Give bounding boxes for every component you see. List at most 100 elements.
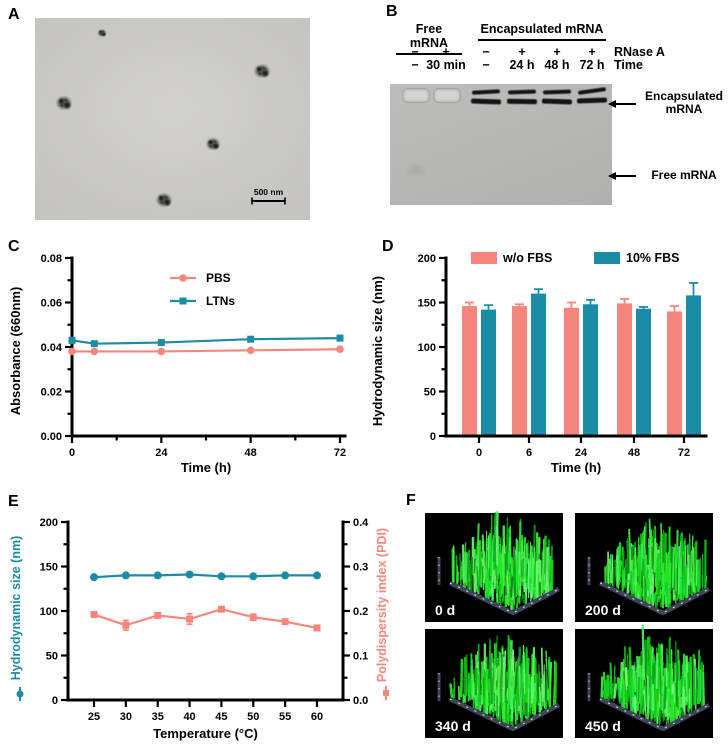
svg-text:500 nm: 500 nm [254,187,284,197]
chart-c-legend: PBS LTNs [170,271,235,308]
lane-symbol: + [588,45,596,59]
chart-d-series-0 [462,298,682,435]
gel-well [402,88,430,103]
lane-time: 30 min [426,58,466,72]
svg-text:45: 45 [215,711,227,723]
surface-plot-2: 340 d [425,629,563,738]
svg-text:0 d: 0 d [435,602,455,618]
panel-d-label: D [382,238,394,255]
svg-text:Temperature (°C): Temperature (°C) [153,726,258,741]
gel-well [433,88,461,103]
svg-text:50: 50 [247,711,259,723]
svg-text:0: 0 [69,447,75,459]
gel-band [471,89,501,95]
svg-text:10% FBS: 10% FBS [626,251,680,265]
lane-symbol: − [482,45,490,59]
svg-text:100: 100 [40,606,58,618]
chart-c-series-0 [68,345,344,356]
tem-scale-bar: 500 nm [251,187,286,205]
svg-text:200: 200 [418,253,436,265]
svg-text:0.0: 0.0 [353,695,368,707]
svg-text:w/o FBS: w/o FBS [502,251,552,265]
panel-f-label: F [406,492,416,509]
svg-text:Polydispersity index (PDI): Polydispersity index (PDI) [375,528,389,682]
arrow-encapsulated-mrna [608,99,636,109]
tem-background [35,18,310,220]
svg-text:24: 24 [575,447,588,459]
lane-time: 72 h [579,58,605,72]
chart-e-series-0 [90,570,321,582]
lane-time: 48 h [544,58,570,72]
chart-c-axes: 0.00 0.02 0.04 0.06 0.08 0 24 48 72 Time (h) Absor… [8,253,347,475]
svg-text:48: 48 [245,447,257,459]
svg-text:0.06: 0.06 [41,298,62,310]
gel-image [390,84,612,205]
svg-text:Time (h): Time (h) [551,460,601,475]
chart-e-series-1 [90,605,321,632]
gel-annotation-encapsulated: Encapsulated mRNA [644,89,724,116]
svg-text:0.08: 0.08 [41,253,62,265]
svg-text:35: 35 [152,711,164,723]
gel-group-encapsulated-mrna: Encapsulated mRNA [478,22,606,41]
gel-band [541,98,573,105]
chart-d-series-1 [481,282,701,435]
tem-image: 500 nm [35,18,310,220]
chart-c-series-1 [68,334,344,348]
svg-text:24: 24 [155,447,168,459]
svg-text:0.4: 0.4 [353,517,369,529]
lane-time: 24 h [509,58,535,72]
svg-text:Hydrodynamic size (nm): Hydrodynamic size (nm) [9,536,23,680]
lane-symbol: + [518,45,526,59]
svg-text:48: 48 [628,447,640,459]
svg-text:0.02: 0.02 [41,387,62,399]
surface-plot-0: 0 d [425,510,563,622]
svg-text:0: 0 [430,431,436,443]
svg-text:0.1: 0.1 [353,651,368,663]
svg-text:25: 25 [88,711,100,723]
lane-symbol: + [553,45,561,59]
panel-c-label: C [8,238,20,255]
chart-d-axes: 0 50 100 150 200 0 6 24 48 72 Time (h) Hydrodynamic… [370,253,708,475]
svg-text:100: 100 [418,342,436,354]
svg-text:LTNs: LTNs [206,294,235,308]
chart-c: 0.00 0.02 0.04 0.06 0.08 0 24 48 72 Time (h) Absor… [8,253,347,475]
svg-text:50: 50 [46,651,58,663]
arrow-free-mrna [608,171,636,181]
svg-text:Hydrodynamic size (nm): Hydrodynamic size (nm) [370,276,385,426]
chart-e: 0 50 100 150 200 0.0 0.1 0.2 0.3 0.4 25 30 35 40 45 50 5… [9,517,389,741]
surface-plot-3: 450 d [575,624,713,738]
svg-text:Absorbance (660nm): Absorbance (660nm) [8,287,23,416]
surface-plot-1: 200 d [575,513,713,622]
svg-text:0.04: 0.04 [41,342,63,354]
gel-annotation-free: Free mRNA [651,168,717,182]
tem-particles [55,28,271,208]
svg-text:60: 60 [311,711,323,723]
svg-text:340 d: 340 d [435,718,471,734]
svg-text:450 d: 450 d [585,718,621,734]
chart-d-legend: w/o FBS 10% FBS [471,251,680,265]
panel-b-label: B [386,3,398,20]
svg-text:150: 150 [40,562,58,574]
svg-text:30: 30 [120,711,132,723]
surface-plots: 0 d 200 d 340 d 450 d [425,510,713,738]
gel-group-free-mrna: Free mRNA [396,22,462,55]
gel-band [470,98,502,105]
lane-symbol: + [442,45,450,59]
gel-row-label-time: Time [614,58,643,72]
lane-symbol: − [411,45,419,59]
svg-text:200 d: 200 d [585,602,621,618]
gel-band [506,98,538,105]
svg-text:0.00: 0.00 [41,431,62,443]
gel-band [542,89,572,95]
svg-text:PBS: PBS [206,271,231,285]
svg-text:0.2: 0.2 [353,606,368,618]
gel-smear [404,162,428,178]
svg-text:200: 200 [40,517,58,529]
svg-text:Time (h): Time (h) [181,460,231,475]
svg-text:0: 0 [52,695,58,707]
svg-text:6: 6 [526,447,532,459]
svg-text:50: 50 [424,387,436,399]
gel-panel: Free mRNA Encapsulated mRNA − + − + + + … [370,0,728,235]
gel-band [576,97,608,104]
